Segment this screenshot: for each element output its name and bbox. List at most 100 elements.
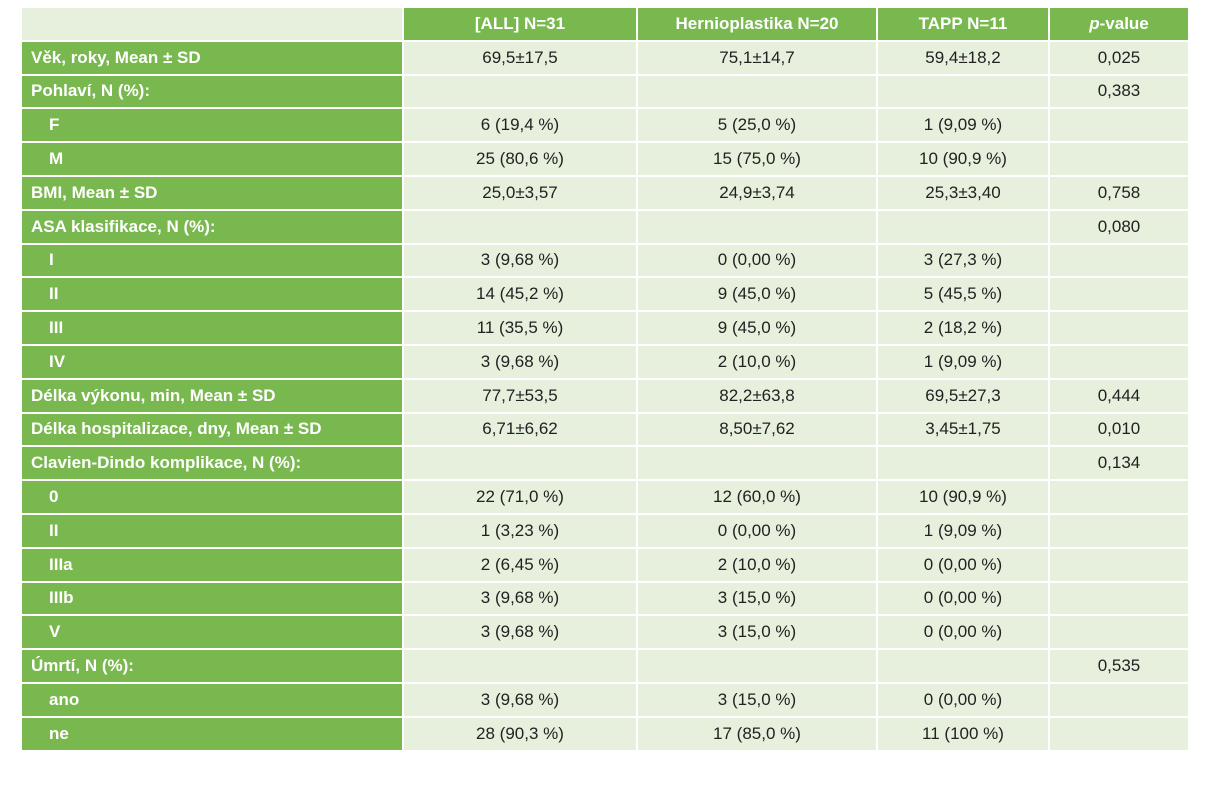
- cell-pvalue: [1050, 278, 1188, 311]
- header-corner: [22, 8, 402, 40]
- cell-hernioplastika: 2 (10,0 %): [638, 345, 876, 378]
- cell-tapp: [878, 447, 1048, 480]
- table-row: 0 22 (71,0 %) 12 (60,0 %) 10 (90,9 %): [22, 481, 1188, 513]
- row-label: IV: [22, 345, 402, 378]
- cell-hernioplastika: [638, 650, 876, 682]
- row-label: M: [22, 143, 402, 175]
- table-row: IIIa 2 (6,45 %) 2 (10,0 %) 0 (0,00 %): [22, 548, 1188, 581]
- cell-all: 69,5±17,5: [404, 41, 636, 74]
- cell-pvalue: [1050, 312, 1188, 344]
- table-row: Clavien-Dindo komplikace, N (%): 0,134: [22, 447, 1188, 480]
- row-label: 0: [22, 481, 402, 513]
- row-label: ASA klasifikace, N (%):: [22, 210, 402, 243]
- cell-tapp: 0 (0,00 %): [878, 616, 1048, 649]
- cell-all: 22 (71,0 %): [404, 481, 636, 513]
- row-label: III: [22, 312, 402, 344]
- cell-all: 3 (9,68 %): [404, 683, 636, 716]
- table-row: Délka výkonu, min, Mean ± SD 77,7±53,5 82,…: [22, 379, 1188, 412]
- cell-tapp: 0 (0,00 %): [878, 683, 1048, 716]
- cell-hernioplastika: 3 (15,0 %): [638, 616, 876, 649]
- cell-pvalue: 0,758: [1050, 176, 1188, 209]
- cell-pvalue: 0,444: [1050, 379, 1188, 412]
- cell-hernioplastika: 3 (15,0 %): [638, 582, 876, 615]
- cell-all: 3 (9,68 %): [404, 244, 636, 277]
- row-label: ano: [22, 683, 402, 716]
- cell-pvalue: [1050, 683, 1188, 716]
- cell-tapp: 3 (27,3 %): [878, 244, 1048, 277]
- cell-tapp: 0 (0,00 %): [878, 582, 1048, 615]
- cell-pvalue: [1050, 717, 1188, 750]
- cell-pvalue: 0,080: [1050, 210, 1188, 243]
- cell-pvalue: [1050, 481, 1188, 513]
- row-label: ne: [22, 717, 402, 750]
- table-row: M 25 (80,6 %) 15 (75,0 %) 10 (90,9 %): [22, 143, 1188, 175]
- cell-all: [404, 210, 636, 243]
- cell-all: 6 (19,4 %): [404, 109, 636, 142]
- row-label: F: [22, 109, 402, 142]
- cell-tapp: 11 (100 %): [878, 717, 1048, 750]
- cell-pvalue: [1050, 582, 1188, 615]
- cell-all: [404, 447, 636, 480]
- cell-pvalue: [1050, 345, 1188, 378]
- table-row: III 11 (35,5 %) 9 (45,0 %) 2 (18,2 %): [22, 312, 1188, 344]
- cell-tapp: 1 (9,09 %): [878, 345, 1048, 378]
- cell-pvalue: 0,010: [1050, 413, 1188, 446]
- cell-tapp: 10 (90,9 %): [878, 481, 1048, 513]
- table-row: II 1 (3,23 %) 0 (0,00 %) 1 (9,09 %): [22, 514, 1188, 547]
- cell-all: 25 (80,6 %): [404, 143, 636, 175]
- cell-tapp: 2 (18,2 %): [878, 312, 1048, 344]
- cell-hernioplastika: 2 (10,0 %): [638, 548, 876, 581]
- pvalue-rest: -value: [1099, 13, 1149, 33]
- cell-all: 11 (35,5 %): [404, 312, 636, 344]
- cell-hernioplastika: 3 (15,0 %): [638, 683, 876, 716]
- cell-hernioplastika: 9 (45,0 %): [638, 278, 876, 311]
- cell-hernioplastika: 0 (0,00 %): [638, 244, 876, 277]
- row-label: Délka výkonu, min, Mean ± SD: [22, 379, 402, 412]
- header-all: [ALL] N=31: [404, 8, 636, 40]
- cell-tapp: 0 (0,00 %): [878, 548, 1048, 581]
- cell-pvalue: 0,025: [1050, 41, 1188, 74]
- cell-pvalue: [1050, 514, 1188, 547]
- cell-tapp: 1 (9,09 %): [878, 109, 1048, 142]
- cell-tapp: [878, 210, 1048, 243]
- cell-tapp: [878, 75, 1048, 108]
- cell-tapp: 69,5±27,3: [878, 379, 1048, 412]
- row-label: Délka hospitalizace, dny, Mean ± SD: [22, 413, 402, 446]
- cell-all: 3 (9,68 %): [404, 345, 636, 378]
- cell-hernioplastika: 15 (75,0 %): [638, 143, 876, 175]
- row-label: I: [22, 244, 402, 277]
- cell-all: [404, 650, 636, 682]
- results-table: [ALL] N=31 Hernioplastika N=20 TAPP N=11…: [20, 6, 1190, 752]
- cell-pvalue: 0,383: [1050, 75, 1188, 108]
- cell-hernioplastika: 17 (85,0 %): [638, 717, 876, 750]
- cell-all: 3 (9,68 %): [404, 616, 636, 649]
- header-row: [ALL] N=31 Hernioplastika N=20 TAPP N=11…: [22, 8, 1188, 40]
- cell-hernioplastika: 75,1±14,7: [638, 41, 876, 74]
- cell-tapp: 10 (90,9 %): [878, 143, 1048, 175]
- header-hernioplastika: Hernioplastika N=20: [638, 8, 876, 40]
- cell-hernioplastika: 8,50±7,62: [638, 413, 876, 446]
- cell-tapp: 1 (9,09 %): [878, 514, 1048, 547]
- cell-hernioplastika: 9 (45,0 %): [638, 312, 876, 344]
- cell-all: 25,0±3,57: [404, 176, 636, 209]
- cell-pvalue: [1050, 143, 1188, 175]
- cell-hernioplastika: 12 (60,0 %): [638, 481, 876, 513]
- table-body: Věk, roky, Mean ± SD 69,5±17,5 75,1±14,7 59…: [22, 41, 1188, 750]
- table-row: ASA klasifikace, N (%): 0,080: [22, 210, 1188, 243]
- table-row: Pohlaví, N (%): 0,383: [22, 75, 1188, 108]
- cell-hernioplastika: 5 (25,0 %): [638, 109, 876, 142]
- table-row: ano 3 (9,68 %) 3 (15,0 %) 0 (0,00 %): [22, 683, 1188, 716]
- cell-hernioplastika: [638, 210, 876, 243]
- cell-tapp: 5 (45,5 %): [878, 278, 1048, 311]
- table-row: IV 3 (9,68 %) 2 (10,0 %) 1 (9,09 %): [22, 345, 1188, 378]
- cell-pvalue: [1050, 616, 1188, 649]
- table-row: IIIb 3 (9,68 %) 3 (15,0 %) 0 (0,00 %): [22, 582, 1188, 615]
- table-row: BMI, Mean ± SD 25,0±3,57 24,9±3,74 25,3±3,4…: [22, 176, 1188, 209]
- table-row: ne 28 (90,3 %) 17 (85,0 %) 11 (100 %): [22, 717, 1188, 750]
- row-label: II: [22, 278, 402, 311]
- cell-hernioplastika: 24,9±3,74: [638, 176, 876, 209]
- table-row: Úmrtí, N (%): 0,535: [22, 650, 1188, 682]
